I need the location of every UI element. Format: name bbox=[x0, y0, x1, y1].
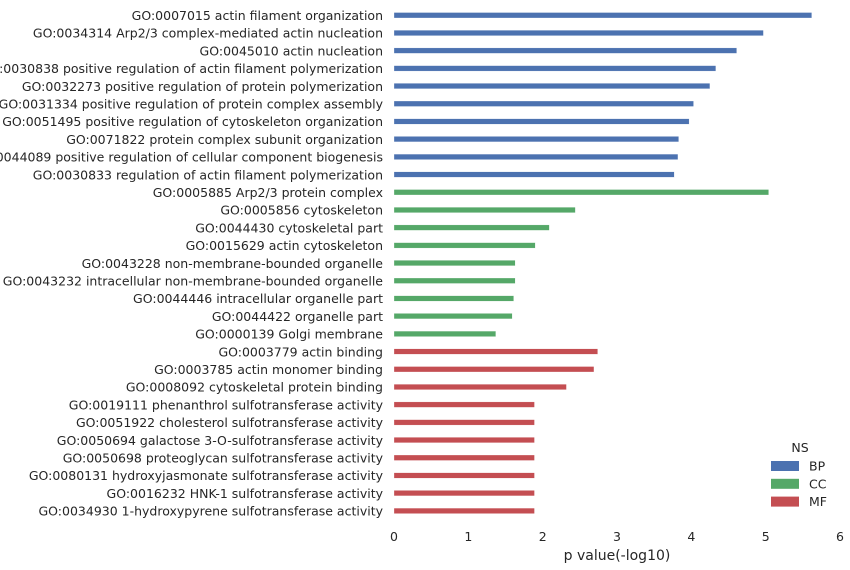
x-tick-label: 5 bbox=[762, 529, 770, 544]
legend-label-cc: CC bbox=[809, 476, 827, 491]
y-tick-label: GO:0007015 actin filament organization bbox=[132, 8, 383, 23]
y-tick-label: GO:0050698 proteoglycan sulfotransferase… bbox=[63, 451, 384, 466]
bar-mf bbox=[393, 348, 598, 355]
y-tick-label: GO:0005885 Arp2/3 protein complex bbox=[153, 185, 383, 200]
y-tick-label: GO:0003785 actin monomer binding bbox=[154, 362, 383, 377]
bar-mf bbox=[393, 384, 567, 390]
bar-mf bbox=[393, 437, 535, 443]
bar-bp bbox=[393, 47, 737, 54]
y-tick-label: GO:0051495 positive regulation of cytosk… bbox=[2, 114, 383, 129]
y-tick-label: GO:0032273 positive regulation of protei… bbox=[22, 79, 383, 94]
bar-bp bbox=[393, 12, 812, 19]
bar-bp bbox=[393, 171, 675, 178]
bar-bp bbox=[393, 65, 717, 72]
y-tick-label: GO:0045010 actin nucleation bbox=[200, 43, 383, 58]
y-tick-label: GO:0044422 organelle part bbox=[212, 309, 383, 324]
y-tick-label: GO:0080131 hydroxyjasmonate sulfotransfe… bbox=[29, 468, 384, 483]
x-tick-label: 4 bbox=[687, 529, 695, 544]
bar-cc bbox=[393, 313, 513, 320]
bar-cc bbox=[393, 277, 516, 284]
legend: NS BP CC MF bbox=[771, 440, 827, 509]
y-tick-label: GO:0044430 cytoskeletal part bbox=[195, 220, 383, 235]
y-tick-label: GO:0044446 intracellular organelle part bbox=[133, 291, 383, 306]
bar-cc bbox=[393, 295, 514, 302]
y-tick-label: GO:0019111 phenanthrol sulfotransferase … bbox=[69, 397, 384, 412]
y-tick-label: GO:0030833 regulation of actin filament … bbox=[33, 167, 383, 182]
bar-bp bbox=[393, 83, 711, 89]
bar-bp bbox=[393, 118, 690, 125]
bar-bp bbox=[393, 30, 764, 36]
y-tick-label: GO:0030838 positive regulation of actin … bbox=[0, 61, 383, 76]
bar-cc bbox=[393, 330, 496, 337]
bar-cc bbox=[393, 242, 536, 249]
bar-mf bbox=[393, 419, 535, 426]
x-tick-labels: 0 1 2 3 4 5 6 bbox=[390, 529, 844, 544]
y-tick-label: GO:0051922 cholesterol sulfotransferase … bbox=[76, 415, 384, 430]
y-tick-label: GO:0034314 Arp2/3 complex-mediated actin… bbox=[33, 26, 383, 41]
bar-bp bbox=[393, 136, 679, 143]
legend-swatch-bp bbox=[771, 461, 799, 471]
y-tick-label: GO:0015629 actin cytoskeleton bbox=[186, 238, 383, 253]
y-tick-label: GO:0003779 actin binding bbox=[218, 344, 383, 359]
legend-title: NS bbox=[791, 440, 808, 455]
x-axis-label: p value(-log10) bbox=[564, 548, 671, 564]
legend-swatch-mf bbox=[771, 496, 799, 507]
y-tick-label: GO:0071822 protein complex subunit organ… bbox=[66, 132, 383, 147]
legend-swatch-cc bbox=[771, 478, 799, 489]
bar-cc bbox=[393, 224, 550, 231]
bar-cc bbox=[393, 260, 516, 266]
y-tick-label: GO:0016232 HNK-1 sulfotransferase activi… bbox=[107, 486, 384, 501]
bar-mf bbox=[393, 401, 535, 408]
bar-bp bbox=[393, 100, 694, 107]
x-tick-label: 6 bbox=[836, 529, 844, 544]
x-tick-label: 3 bbox=[613, 529, 621, 544]
bar-bp bbox=[393, 153, 679, 160]
bar-cc bbox=[393, 207, 576, 213]
legend-label-bp: BP bbox=[809, 459, 826, 474]
y-tick-label: GO:0043232 intracellular non-membrane-bo… bbox=[3, 274, 384, 289]
bar-mf bbox=[393, 507, 535, 514]
bar-mf bbox=[393, 472, 535, 479]
y-tick-label: GO:0043228 non-membrane-bounded organell… bbox=[82, 256, 384, 271]
x-tick-label: 0 bbox=[390, 529, 398, 544]
y-tick-labels: GO:0007015 actin filament organization GO… bbox=[0, 8, 384, 519]
bar-mf bbox=[393, 490, 535, 497]
y-tick-label: GO:0031334 positive regulation of protei… bbox=[0, 97, 384, 112]
y-tick-label: GO:0000139 Golgi membrane bbox=[195, 327, 383, 342]
bars-group bbox=[393, 12, 812, 514]
bar-mf bbox=[393, 366, 595, 373]
bar-cc bbox=[393, 189, 769, 196]
legend-label-mf: MF bbox=[809, 494, 827, 509]
bar-mf bbox=[393, 454, 535, 461]
y-tick-label: GO:0005856 cytoskeleton bbox=[220, 203, 383, 218]
x-tick-label: 1 bbox=[464, 529, 472, 544]
y-tick-label: GO:0050694 galactose 3-O-sulfotransferas… bbox=[57, 433, 384, 448]
x-tick-label: 2 bbox=[539, 529, 547, 544]
y-tick-label: GO:0008092 cytoskeletal protein binding bbox=[126, 380, 383, 395]
y-tick-label: GO:0034930 1-hydroxypyrene sulfotransfer… bbox=[38, 504, 383, 519]
y-tick-label: GO:0044089 positive regulation of cellul… bbox=[0, 150, 383, 165]
